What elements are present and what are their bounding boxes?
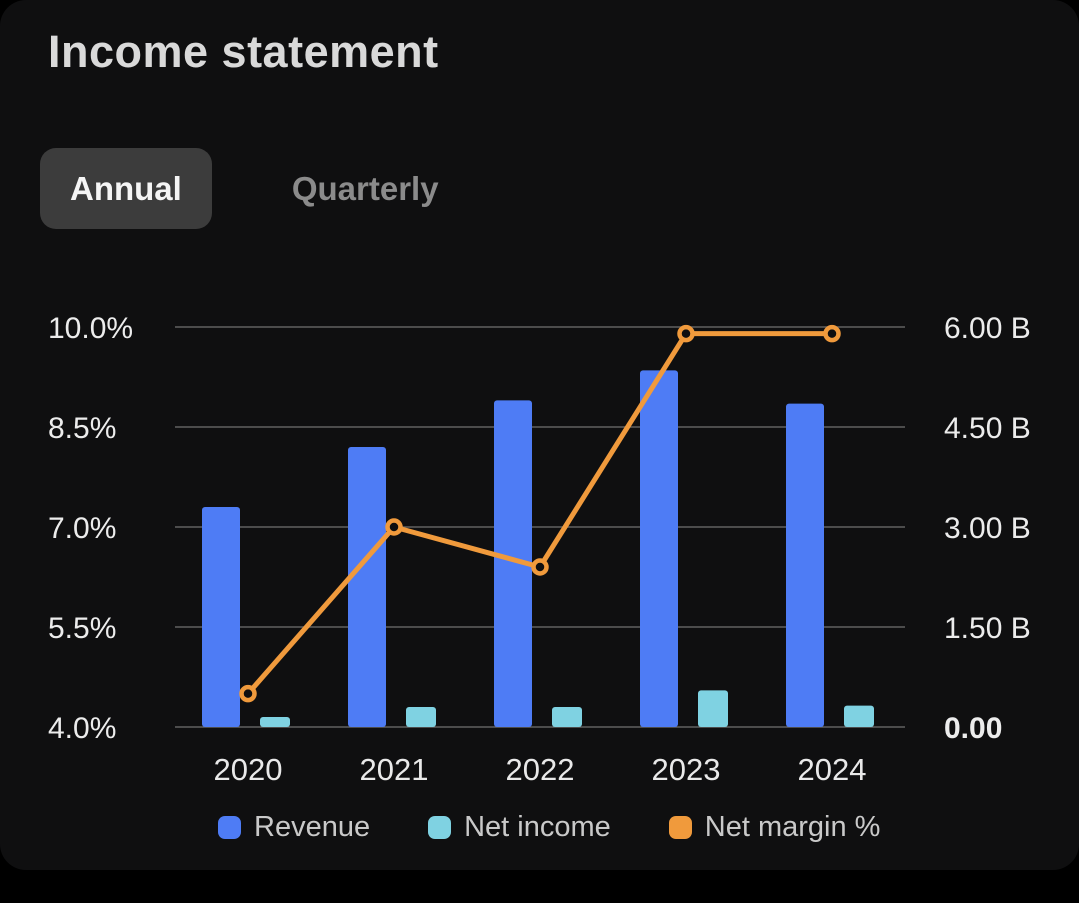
svg-text:3.00 B: 3.00 B: [944, 512, 1031, 545]
legend-label: Net margin %: [704, 811, 881, 843]
income-chart: 10.0% 8.5% 7.0% 5.5% 4.0% 6.00 B 4.50 B 3.00 B 1…: [0, 285, 1079, 815]
page-title: Income statement: [48, 26, 439, 77]
svg-text:10.0%: 10.0%: [48, 312, 133, 345]
combo-chart-svg: 10.0% 8.5% 7.0% 5.5% 4.0% 6.00 B 4.50 B 3.00 B 1…: [48, 312, 1031, 787]
legend-item-revenue[interactable]: Revenue: [218, 811, 370, 844]
grid-lines: [175, 326, 905, 728]
legend-label: Revenue: [254, 811, 371, 843]
svg-text:2020: 2020: [214, 752, 283, 787]
legend-item-net-income[interactable]: Net income: [428, 811, 611, 844]
svg-text:1.50 B: 1.50 B: [944, 612, 1031, 645]
svg-text:6.00 B: 6.00 B: [944, 312, 1031, 345]
legend-item-net-margin-[interactable]: Net margin %: [668, 811, 881, 844]
period-tabs: Annual Quarterly: [40, 148, 469, 229]
svg-text:5.5%: 5.5%: [48, 612, 116, 645]
revenue-swatch-icon: [218, 816, 241, 839]
svg-text:8.5%: 8.5%: [48, 412, 116, 445]
revenue-bars: [202, 370, 824, 727]
legend-label: Net income: [464, 811, 611, 843]
tab-annual[interactable]: Annual: [40, 148, 212, 229]
chart-legend: Revenue Net income Net margin %: [0, 811, 1079, 844]
tab-quarterly[interactable]: Quarterly: [262, 148, 469, 229]
left-axis-labels: 10.0% 8.5% 7.0% 5.5% 4.0%: [48, 312, 133, 745]
svg-text:0.00: 0.00: [944, 712, 1002, 745]
right-axis-labels: 6.00 B 4.50 B 3.00 B 1.50 B 0.00: [944, 312, 1031, 745]
svg-text:2022: 2022: [506, 752, 575, 787]
svg-text:4.0%: 4.0%: [48, 712, 116, 745]
net-margin--swatch-icon: [668, 816, 692, 839]
svg-text:7.0%: 7.0%: [48, 512, 116, 545]
svg-text:2023: 2023: [652, 752, 721, 787]
net-income-swatch-icon: [428, 816, 452, 839]
income-statement-card: Income statement Annual Quarterly 10.0% 8…: [0, 0, 1079, 870]
svg-text:4.50 B: 4.50 B: [944, 412, 1031, 445]
net-income-bars: [260, 690, 874, 727]
svg-text:2024: 2024: [798, 752, 867, 787]
net-margin--line: [239, 324, 841, 703]
x-axis-labels: 2020 2021 2022 2023 2024: [214, 752, 867, 787]
svg-text:2021: 2021: [360, 752, 429, 787]
